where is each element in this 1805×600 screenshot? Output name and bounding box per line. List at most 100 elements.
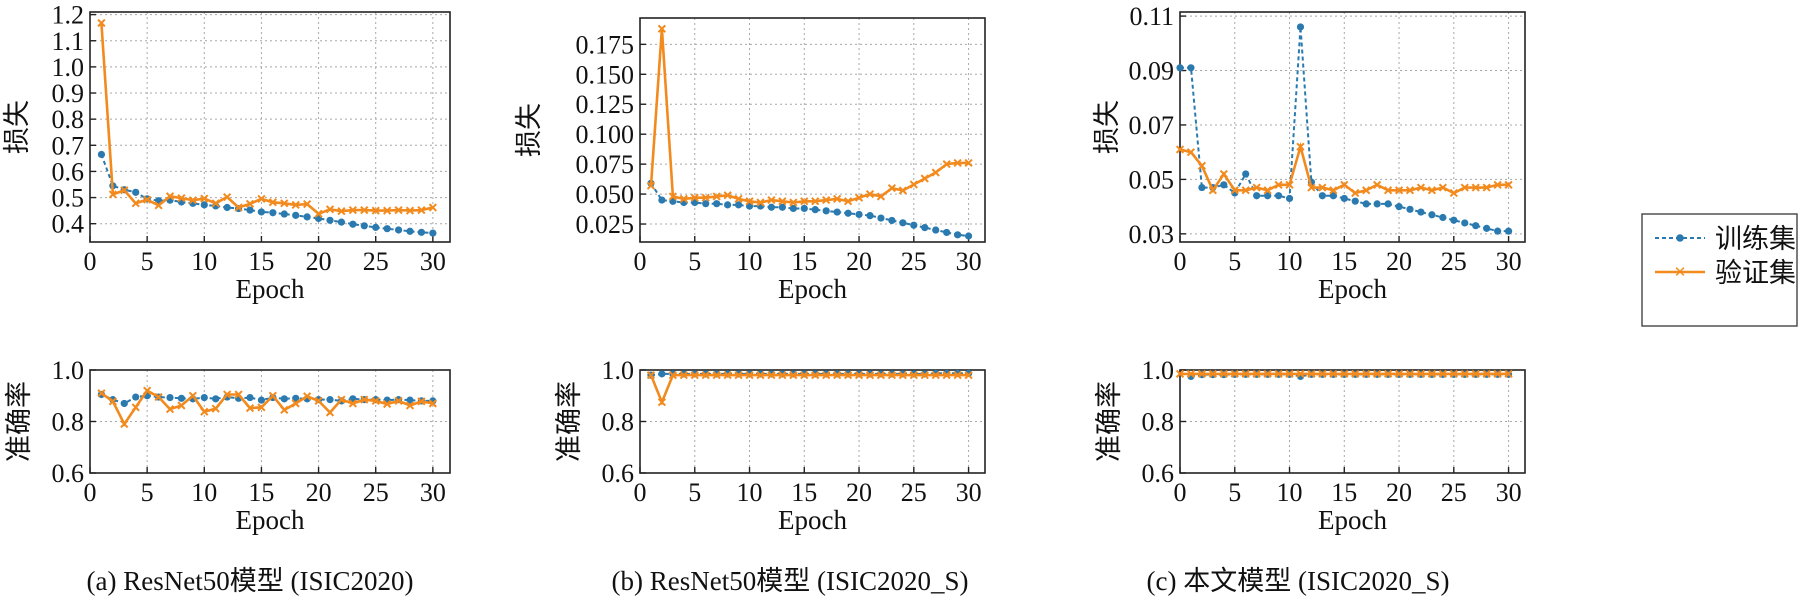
train-point [1187, 64, 1195, 72]
train-point [1242, 170, 1250, 178]
train-point [257, 208, 266, 216]
val-point [177, 401, 186, 410]
x-tick-label: 15 [248, 478, 274, 507]
train-point [132, 188, 140, 196]
y-tick-label: 0.6 [52, 459, 85, 488]
val-point [679, 371, 688, 380]
train-series-line [100, 154, 433, 235]
val-point [833, 194, 842, 203]
val-point [1438, 183, 1447, 192]
val-point [690, 193, 699, 202]
y-axis-title: 损失 [514, 103, 544, 157]
y-tick-label: 0.150 [576, 60, 635, 89]
val-point [843, 197, 853, 206]
val-point [188, 391, 197, 400]
x-tick-label: 25 [363, 478, 389, 507]
val-point [1186, 148, 1196, 157]
val-point [1263, 369, 1272, 378]
train-point [223, 203, 231, 212]
train-point [822, 207, 830, 215]
val-point [405, 206, 415, 215]
val-point [1208, 369, 1217, 378]
x-tick-label: 0 [634, 247, 647, 276]
val-point [131, 199, 140, 208]
x-tick-label: 25 [1441, 478, 1467, 507]
val-point [280, 199, 289, 208]
val-point [723, 371, 732, 380]
val-point [1383, 186, 1393, 195]
val-point [679, 194, 688, 203]
y-tick-label: 0.8 [602, 408, 635, 437]
y-axis-title: 损失 [1092, 100, 1122, 154]
y-axis-title: 准确率 [4, 381, 34, 462]
panel-b-acc: 0 5 10 15 20 25 30 0.6 0.8 1.0 Epoch 准确率 [554, 356, 986, 535]
x-tick-label: 15 [791, 247, 817, 276]
val-point [734, 194, 743, 203]
plot-frame [639, 17, 986, 243]
y-tick-label: 1.0 [52, 356, 85, 385]
train-point [778, 203, 786, 211]
train-point [1439, 213, 1447, 222]
train-point [280, 395, 288, 403]
val-point [1274, 180, 1283, 189]
val-point [1197, 369, 1207, 378]
val-point [280, 405, 289, 415]
val-point [756, 198, 765, 207]
y-tick-label: 0.8 [52, 408, 85, 437]
train-point [1362, 200, 1370, 208]
val-point [1438, 369, 1447, 378]
y-tick-label: 0.7 [52, 131, 85, 160]
x-tick-label: 20 [1386, 247, 1412, 276]
val-point [1373, 180, 1382, 189]
panel-c-loss: 0 5 10 15 20 25 30 0.03 0.05 0.07 0.09 0.11 Epoch 损失 [1092, 2, 1526, 304]
val-point [942, 160, 951, 169]
val-point [865, 189, 875, 199]
val-point [1373, 369, 1382, 378]
x-tick-label: 15 [1331, 247, 1357, 276]
val-point [1416, 183, 1426, 192]
train-point [429, 229, 437, 237]
val-point [1493, 369, 1502, 378]
train-point [964, 232, 973, 240]
val-series-line [649, 28, 969, 204]
val-point [1471, 369, 1480, 378]
val-point [800, 197, 809, 206]
x-axis-title: Epoch [778, 274, 847, 304]
val-point [154, 392, 163, 402]
train-point [1340, 194, 1348, 203]
train-point [899, 219, 907, 227]
y-tick-label: 0.8 [52, 105, 85, 134]
train-point [1274, 192, 1283, 200]
val-point [931, 371, 940, 380]
train-point [1198, 183, 1206, 192]
val-point [920, 174, 929, 183]
train-point [292, 211, 300, 219]
train-point [132, 393, 140, 401]
plot-frame [1179, 11, 1526, 243]
val-point [97, 389, 106, 398]
x-tick-label: 5 [688, 247, 701, 276]
val-point [822, 195, 831, 205]
val-point [898, 186, 907, 195]
val-point [234, 203, 243, 212]
val-point [1296, 369, 1305, 378]
x-tick-label: 30 [420, 478, 446, 507]
val-point [843, 371, 853, 380]
val-point [325, 408, 335, 417]
train-point [1450, 216, 1458, 224]
train-point [1406, 205, 1414, 213]
val-point [268, 198, 277, 207]
val-point [767, 371, 776, 380]
caption-b: (b) ResNet50模型 (ISIC2020_S) [612, 566, 969, 596]
x-tick-label: 30 [1496, 247, 1522, 276]
x-tick-label: 0 [1174, 478, 1187, 507]
train-point [932, 226, 940, 234]
train-point [1494, 227, 1502, 235]
val-point [1285, 180, 1294, 189]
x-tick-label: 15 [248, 247, 274, 276]
val-point [964, 371, 973, 380]
val-point [337, 395, 346, 404]
val-point [909, 371, 918, 380]
val-point [646, 181, 656, 190]
